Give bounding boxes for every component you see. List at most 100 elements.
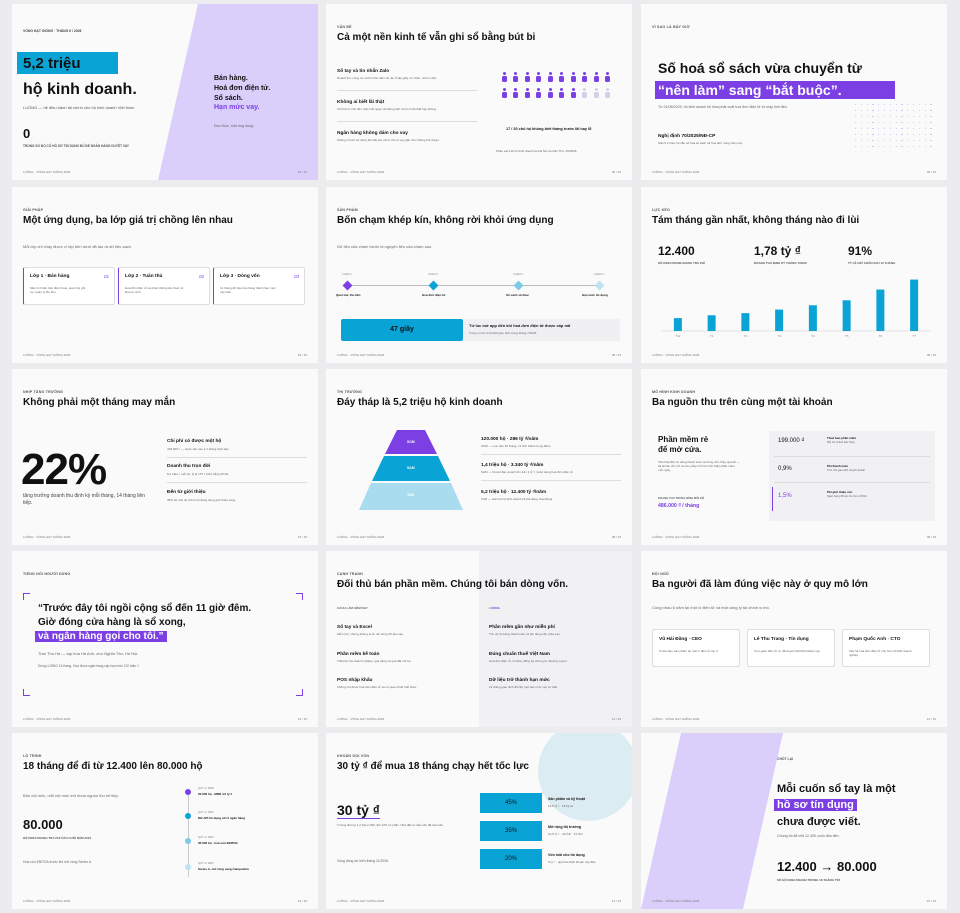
layer-card[interactable]: Lớp 3 · Dòng vốn 03 12 tháng dữ liệu bán… (213, 267, 305, 305)
page-number: 04 / 15 (297, 353, 307, 357)
closing-line: chưa được viết. (777, 816, 861, 828)
slide-title: Cả một nền kinh tế vẫn ghi sổ bằng bút b… (337, 32, 536, 43)
raise-amount: 30 tỷ ₫ (337, 802, 380, 819)
dot (884, 128, 886, 130)
slide-roadmap[interactable]: LỘ TRÌNH 18 tháng để đi từ 12.400 lên 80… (12, 733, 318, 909)
frame-corner (296, 593, 303, 600)
footer: LUỒNG · VÒNG HẠT GIỐNG 2026 (23, 717, 71, 721)
page-number: 01 / 15 (297, 170, 307, 174)
dot (930, 104, 932, 106)
purple-panel (158, 4, 318, 180)
revenue-value: 199.000 ₫ (778, 438, 805, 444)
page-number: 08 / 15 (611, 535, 621, 539)
dot (907, 110, 909, 112)
dot (872, 146, 874, 148)
layer-card[interactable]: Lớp 2 · Tuân thủ 02 Hoá đơn điện tử và p… (118, 267, 210, 305)
dot (860, 128, 862, 130)
dot (913, 116, 915, 118)
item-title: Không ai biết lãi thật (337, 100, 385, 105)
eyebrow: GIẢI PHÁP (23, 208, 44, 212)
slide-competition[interactable]: CẠNH TRANH Đối thủ bán phần mềm. Chúng t… (326, 551, 632, 727)
slide-title: Đáy tháp là 5,2 triệu hộ kinh doanh (337, 397, 503, 408)
dot (872, 134, 874, 136)
page-number: 10 / 15 (297, 717, 307, 721)
team-card[interactable]: Phạm Quốc Anh · CTO Xây hệ hoá đơn điện … (842, 629, 930, 667)
dot (889, 128, 891, 130)
stat-caption: 17 / 20 chủ hộ không biết tháng trước lã… (506, 127, 592, 131)
headline: Phần mềm rẻ (658, 435, 709, 444)
slide-problem[interactable]: VẤN ĐỀ Cả một nền kinh tế vẫn ghi sổ bằn… (326, 4, 632, 180)
team-card[interactable]: Lê Thu Trang · Tín dụng Cựu giám đốc rủi… (747, 629, 835, 667)
dot (884, 140, 886, 142)
item-desc: Không có lịch sử dòng tiền đã xác minh, … (337, 138, 440, 142)
dot (913, 110, 915, 112)
step-marker (428, 280, 439, 291)
slide-business-model[interactable]: MÔ HÌNH KINH DOANH Ba nguồn thu trên cùn… (641, 369, 947, 545)
tick-label: T2 (744, 334, 748, 338)
revenue-value: 0,9% (778, 466, 792, 472)
footer: LUỒNG · VÒNG HẠT GIỐNG 2026 (23, 535, 71, 539)
eyebrow: LỘ TRÌNH (23, 754, 42, 758)
dot (855, 104, 857, 106)
dot (895, 146, 897, 148)
quote-note: Dùng LUỒNG 14 tháng. Vừa được ngân hàng … (38, 664, 140, 668)
metric-desc: 418.000 ₫ — hoàn vốn sau 2,1 tháng thuê … (167, 447, 229, 451)
slide-fundraise[interactable]: KHOẢN GỌI VỐN 30 tỷ ₫ để mua 18 tháng ch… (326, 733, 632, 909)
person-icon (559, 88, 565, 98)
tick-label: T4 (811, 334, 815, 338)
bar (741, 313, 750, 331)
dot (889, 140, 891, 142)
frame-corner (296, 689, 303, 696)
dot (878, 140, 880, 142)
subtitle: Dữ liệu của chạm trước là nguyên liệu củ… (337, 244, 433, 249)
slide-title: Ba người đã làm đúng việc này ở quy mô l… (652, 579, 868, 590)
tick-label: T3 (777, 334, 781, 338)
person-icon (513, 72, 519, 82)
eyebrow: SẢN PHẨM (337, 208, 358, 212)
footer: LUỒNG · VÒNG HẠT GIỐNG 2026 (652, 717, 700, 721)
dot (901, 104, 903, 106)
page-number: 05 / 15 (611, 353, 621, 357)
slide-cover[interactable]: VỐNG HẠT GIỐNG · THÁNG 6 / 2026 5,2 triệ… (12, 4, 318, 180)
quote-author: Trần Thu Hà — tạp hoá Hà Anh, chợ Nghĩa … (38, 651, 139, 656)
dot (872, 128, 874, 130)
footer: LUỒNG · VÒNG HẠT GIỐNG 2026 (337, 717, 385, 721)
timeline-axis (188, 789, 189, 877)
slide-team[interactable]: ĐỘI NGŨ Ba người đã làm đúng việc này ở … (641, 551, 947, 727)
dot (918, 116, 920, 118)
pyramid-sam (372, 456, 450, 481)
pyramid-som (385, 430, 437, 454)
dot (901, 146, 903, 148)
slide-product[interactable]: SẢN PHẨM Bốn chạm khép kín, không rời kh… (326, 187, 632, 363)
slide-solution[interactable]: GIẢI PHÁP Một ứng dụng, ba lớp giá trị c… (12, 187, 318, 363)
closing-highlight: hồ sơ tín dụng (774, 799, 857, 811)
team-card[interactable]: Vũ Hải Đăng · CEO 6 năm làm sản phẩm tại… (652, 629, 740, 667)
column-header: CÁCH LÀM HÔM NAY (337, 606, 368, 610)
headline: để mở cửa. (658, 445, 702, 454)
dot (913, 140, 915, 142)
dot (901, 128, 903, 130)
market-tier-desc: SOM — mục tiêu 36 tháng, 13 tỉnh thành t… (481, 444, 551, 448)
slide-traction[interactable]: LỰC KÉO Tám tháng gần nhất, không tháng … (641, 187, 947, 363)
person-icon (570, 88, 576, 98)
bar (842, 300, 851, 331)
slide-growth[interactable]: NHỊP TĂNG TRƯỞNG Không phải một tháng ma… (12, 369, 318, 545)
slide-why-now[interactable]: VÌ SAO LÀ BÂY GIỜ Số hoá sổ sách vừa chu… (641, 4, 947, 180)
slide-market[interactable]: THỊ TRƯỜNG Đáy tháp là 5,2 triệu hộ kinh… (326, 369, 632, 545)
item-desc: Doanh thu, công nợ và tồn kho nằm rải rá… (337, 76, 437, 80)
slide-closing[interactable]: CHỐT LẠI Mỗi cuốn sổ tay là một hồ sơ tí… (641, 733, 947, 909)
person-icon (570, 72, 576, 82)
dot (878, 104, 880, 106)
revenue-value: 1,5% (778, 493, 792, 499)
layer-card[interactable]: Lớp 1 · Bán hàng 01 Máy tính tiền trên đ… (23, 267, 115, 305)
dot (918, 110, 920, 112)
slide-testimonial[interactable]: TIẾNG NÓI NGƯỜI DÙNG “Trước đây tôi ngồi… (12, 551, 318, 727)
pillars: Bán hàng. Hoá đơn điện tử. Sổ sách. Hạn mức… (214, 75, 271, 112)
zero-label: TRONG SỐ ĐÓ CÓ HỒ SƠ TÍN DỤNG ĐỦ ĐỂ NGÂN… (23, 144, 129, 148)
step-marker (342, 280, 353, 291)
eyebrow: TIẾNG NÓI NGƯỜI DÙNG (23, 572, 71, 576)
bar (808, 305, 817, 331)
dot (855, 122, 857, 124)
note: Hoà vốn EBITDA trước khi mở vòng Series … (23, 860, 92, 864)
tick-label: T7 (912, 334, 916, 338)
